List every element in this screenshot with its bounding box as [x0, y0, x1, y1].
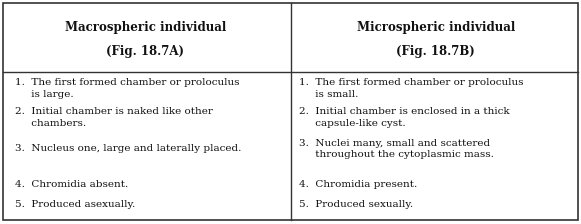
Text: (Fig. 18.7B): (Fig. 18.7B)	[396, 45, 475, 58]
Text: 2.  Initial chamber is naked like other
     chambers.: 2. Initial chamber is naked like other c…	[15, 107, 213, 128]
Text: 4.  Chromidia absent.: 4. Chromidia absent.	[15, 180, 128, 189]
Text: 3.  Nuclei many, small and scattered
     throughout the cytoplasmic mass.: 3. Nuclei many, small and scattered thro…	[299, 139, 494, 159]
Text: 5.  Produced asexually.: 5. Produced asexually.	[15, 200, 135, 209]
Text: 5.  Produced sexually.: 5. Produced sexually.	[299, 200, 413, 209]
Text: Microspheric individual: Microspheric individual	[357, 22, 515, 34]
Text: 3.  Nucleus one, large and laterally placed.: 3. Nucleus one, large and laterally plac…	[15, 144, 241, 153]
Text: (Fig. 18.7A): (Fig. 18.7A)	[106, 45, 184, 58]
Text: Macrospheric individual: Macrospheric individual	[64, 22, 226, 34]
Text: 4.  Chromidia present.: 4. Chromidia present.	[299, 180, 418, 189]
Text: 2.  Initial chamber is enclosed in a thick
     capsule-like cyst.: 2. Initial chamber is enclosed in a thic…	[299, 107, 510, 128]
Text: 1.  The first formed chamber or proloculus
     is large.: 1. The first formed chamber or proloculu…	[15, 78, 239, 99]
Text: 1.  The first formed chamber or proloculus
     is small.: 1. The first formed chamber or proloculu…	[299, 78, 523, 99]
